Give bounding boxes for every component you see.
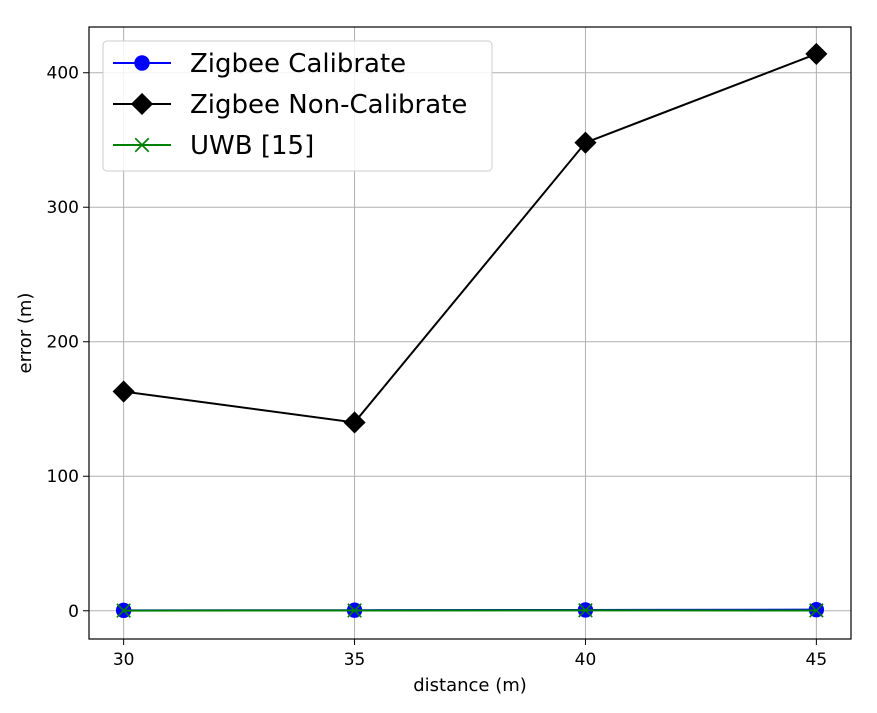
y-axis-label: error (m) — [15, 293, 36, 374]
legend-marker — [134, 55, 150, 71]
series-layer — [112, 42, 828, 619]
y-tick-label: 300 — [47, 198, 79, 218]
x-axis-label: distance (m) — [413, 675, 527, 696]
plot-frame — [88, 26, 852, 640]
series-2 — [116, 603, 824, 618]
data-point — [809, 603, 824, 618]
y-tick-label: 0 — [68, 602, 79, 622]
y-tick-label: 400 — [47, 64, 79, 84]
axis-ticks: 30 35 40 45 0 100 200 300 400 — [47, 64, 828, 670]
x-tick-label: 40 — [575, 650, 597, 670]
legend-label: Zigbee Calibrate — [190, 49, 406, 79]
data-point — [116, 603, 131, 618]
series-line — [123, 52, 817, 424]
x-tick-label: 45 — [806, 650, 828, 670]
legend-box — [102, 40, 493, 172]
legend-marker — [130, 92, 154, 116]
data-point — [805, 42, 828, 65]
y-tick-label: 200 — [47, 333, 79, 353]
data-point — [343, 411, 366, 434]
y-tick-label: 100 — [47, 467, 79, 487]
series-1 — [112, 42, 828, 434]
legend-label: Zigbee Non-Calibrate — [190, 90, 467, 120]
data-point — [347, 603, 362, 618]
data-point — [574, 131, 597, 154]
legend: Zigbee Calibrate Zigbee Non-Calibrate UWB … — [102, 40, 493, 172]
legend-label: UWB [15] — [190, 131, 314, 161]
data-point — [578, 603, 593, 618]
legend-marker — [134, 137, 150, 153]
x-tick-label: 35 — [344, 650, 366, 670]
legend-item: Zigbee Non-Calibrate — [113, 90, 467, 120]
x-tick-label: 30 — [113, 650, 135, 670]
data-point — [112, 380, 135, 403]
legend-item: Zigbee Calibrate — [113, 49, 406, 79]
legend-item: UWB [15] — [113, 131, 314, 161]
